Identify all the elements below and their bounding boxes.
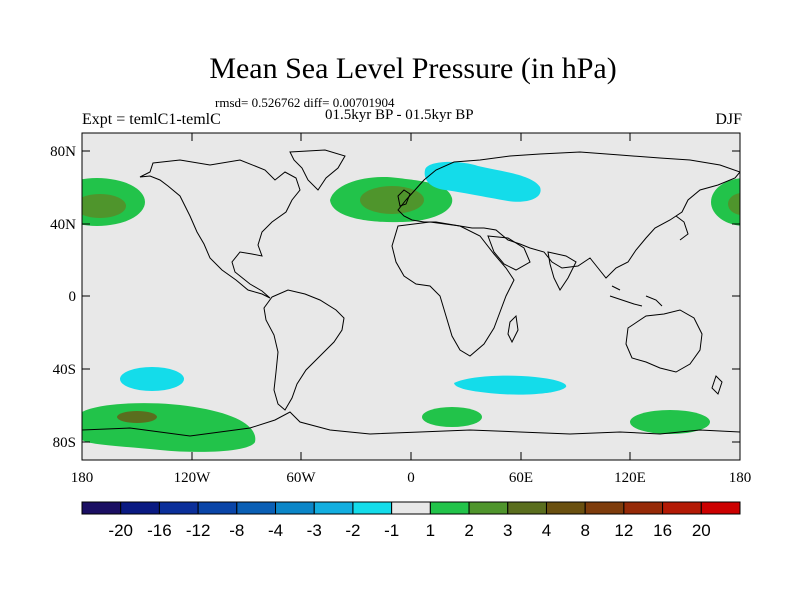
colorbar-box	[507, 501, 547, 515]
season-label: DJF	[715, 111, 742, 128]
colorbar-box	[700, 501, 741, 515]
rmsd-diff-stats: rmsd= 0.526762 diff= 0.00701904	[215, 95, 395, 110]
colorbar-label: -2	[345, 521, 360, 540]
colorbar-box	[236, 501, 277, 515]
y-tick-label: 80N	[50, 144, 76, 160]
colorbar-label: -12	[186, 521, 211, 540]
coastline-africa	[391, 221, 515, 357]
colorbar-box	[429, 501, 470, 515]
y-tick-label: 80S	[53, 435, 76, 451]
y-tick-label: 0	[69, 289, 77, 305]
x-axis-labels: 180 120W 60W 0 60E 120E 180	[71, 470, 752, 486]
x-tick-label: 180	[729, 470, 752, 486]
scandinavia-low	[424, 161, 541, 202]
y-axis-labels: 80N 40N 0 40S 80S	[50, 144, 76, 451]
colorbar-label: -20	[108, 521, 133, 540]
colorbar-box	[158, 501, 199, 515]
coastline-eurasia	[397, 151, 740, 279]
colorbar-label: -1	[384, 521, 399, 540]
colorbar-label: 16	[653, 521, 672, 540]
x-tick-label: 120E	[614, 470, 646, 486]
colorbar-box	[623, 501, 664, 515]
colorbar-box	[468, 501, 509, 515]
coastlines	[82, 149, 740, 437]
colorbar-label: 20	[692, 521, 711, 540]
colorbar-box	[197, 501, 238, 515]
coastline-greenland	[289, 149, 346, 191]
colorbar-label: -16	[147, 521, 172, 540]
colorbar-box	[81, 501, 122, 515]
colorbar-label: 4	[542, 521, 551, 540]
colorbar: -20 -16 -12 -8 -4 -3 -2 -1 1 2 3 4 8 12 16 20	[81, 501, 741, 540]
x-tick-label: 180	[71, 470, 94, 486]
coastline-antarctica	[82, 411, 740, 437]
north-pacific-west-high	[82, 178, 145, 226]
colorbar-box	[391, 501, 431, 515]
x-tick-label: 120W	[174, 470, 212, 486]
coastline-south-america	[263, 289, 345, 411]
north-pacific-east-high	[711, 178, 740, 226]
colorbar-box	[120, 501, 160, 515]
colorbar-box	[662, 501, 702, 515]
experiment-label: Expt = temlC1-temlC	[82, 111, 221, 128]
map-title: Mean Sea Level Pressure (in hPa)	[209, 52, 617, 85]
coastline-arabia	[487, 235, 531, 271]
tick-marks	[82, 133, 740, 460]
colorbar-box	[545, 501, 586, 515]
x-tick-label: 60E	[509, 470, 533, 486]
x-tick-label: 0	[407, 470, 415, 486]
colorbar-box	[584, 501, 625, 515]
colorbar-label: 2	[464, 521, 473, 540]
south-indian-ocean-low	[454, 375, 567, 395]
time-period: 01.5kyr BP - 01.5kyr BP	[325, 107, 474, 123]
coastline-british-isles	[397, 189, 411, 207]
colorbar-label: 3	[503, 521, 512, 540]
colorbar-label: -3	[307, 521, 322, 540]
coastline-australia	[625, 309, 703, 373]
coastline-india	[547, 251, 577, 291]
colorbar-box	[313, 501, 354, 515]
colorbar-box	[275, 501, 315, 515]
coastline-north-america	[139, 159, 301, 299]
southern-ocean-atlantic-high	[422, 407, 482, 427]
colorbar-label: -8	[229, 521, 244, 540]
colorbar-box	[352, 501, 393, 515]
colorbar-label: 1	[426, 521, 435, 540]
y-tick-label: 40N	[50, 217, 76, 233]
colorbar-label: 12	[614, 521, 633, 540]
colorbar-label: -4	[268, 521, 283, 540]
southern-ocean-australia-high	[630, 410, 710, 434]
coastline-madagascar	[507, 314, 519, 344]
colorbar-label: 8	[580, 521, 589, 540]
south-pacific-low	[120, 367, 184, 391]
x-tick-label: 60W	[286, 470, 316, 486]
coastline-japan	[675, 215, 689, 241]
coastline-indonesia	[609, 285, 663, 307]
y-tick-label: 40S	[53, 362, 76, 378]
southern-ocean-pacific-high	[82, 403, 256, 452]
coastline-new-zealand	[711, 375, 723, 395]
